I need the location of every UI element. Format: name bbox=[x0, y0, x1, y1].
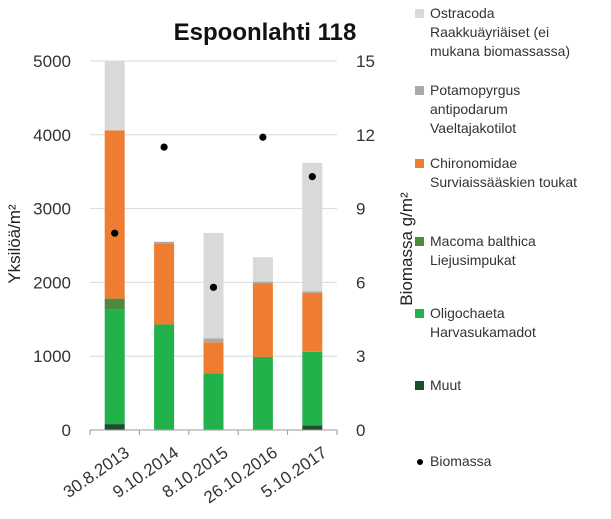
legend-label: Biomassa bbox=[430, 453, 492, 469]
bar-segment bbox=[252, 356, 273, 430]
y-tick-label: 5000 bbox=[33, 52, 71, 71]
bar-segment bbox=[104, 424, 125, 430]
legend-swatch bbox=[415, 237, 424, 246]
bar-segment bbox=[154, 243, 175, 325]
bar-segment bbox=[302, 292, 323, 352]
y-axis-title: Yksilöä/m² bbox=[5, 204, 24, 284]
bar-segment bbox=[154, 241, 175, 244]
bar-segment bbox=[302, 425, 323, 430]
biomass-point bbox=[308, 173, 316, 181]
bar-segment bbox=[252, 281, 273, 284]
legend-label: Ostracoda Raakkuäyriäiset (ei mukana bio… bbox=[430, 5, 571, 59]
legend-label: Chironomidae Surviaissääskien toukat bbox=[430, 155, 578, 190]
y2-tick-label: 6 bbox=[356, 273, 365, 292]
bar-segment bbox=[252, 283, 273, 357]
legend-label: Macoma balthica Liejusimpukat bbox=[430, 233, 536, 268]
legend-swatch bbox=[415, 9, 424, 18]
y2-tick-label: 12 bbox=[356, 126, 375, 145]
y2-axis-title: Biomassa g/m² bbox=[397, 192, 416, 306]
bar-segment bbox=[203, 338, 224, 343]
y2-tick-label: 3 bbox=[356, 347, 365, 366]
legend-label: Oligochaeta Harvasukamadot bbox=[430, 305, 536, 340]
bar-segment bbox=[302, 291, 323, 293]
y-tick-label: 1000 bbox=[33, 347, 71, 366]
legend-swatch bbox=[415, 159, 424, 168]
y2-tick-label: 0 bbox=[356, 421, 365, 440]
y-tick-label: 0 bbox=[62, 421, 71, 440]
biomass-point bbox=[111, 229, 119, 237]
bar-segment bbox=[104, 130, 125, 299]
legend-swatch bbox=[415, 309, 424, 318]
legend-swatch bbox=[415, 86, 424, 95]
bar-segment bbox=[104, 61, 125, 131]
biomass-points bbox=[111, 133, 316, 291]
bars bbox=[104, 61, 323, 430]
gridlines bbox=[90, 60, 337, 357]
bar-segment bbox=[252, 257, 273, 282]
bar-segment bbox=[104, 298, 125, 310]
bar-segment bbox=[154, 324, 175, 430]
y2-tick-label: 15 bbox=[356, 52, 375, 71]
legend-dot bbox=[417, 459, 423, 465]
y-tick-label: 3000 bbox=[33, 200, 71, 219]
biomass-point bbox=[259, 133, 267, 141]
legend-label: Muut bbox=[430, 377, 462, 393]
bar-segment bbox=[104, 309, 125, 425]
y-tick-label: 4000 bbox=[33, 126, 71, 145]
biomass-point bbox=[209, 283, 218, 291]
chart-title: Espoonlahti 118 bbox=[174, 19, 357, 46]
y2-tick-label: 9 bbox=[356, 200, 365, 219]
legend-swatch bbox=[415, 381, 424, 390]
bar-segment bbox=[302, 162, 323, 292]
bar-segment bbox=[302, 351, 323, 426]
legend-label: Potamopyrgus antipodarum Vaeltajakotilot bbox=[430, 82, 521, 136]
y-tick-label: 2000 bbox=[33, 273, 71, 292]
biomass-point bbox=[160, 143, 168, 151]
bar-segment bbox=[203, 342, 224, 374]
bar-segment bbox=[203, 373, 224, 430]
